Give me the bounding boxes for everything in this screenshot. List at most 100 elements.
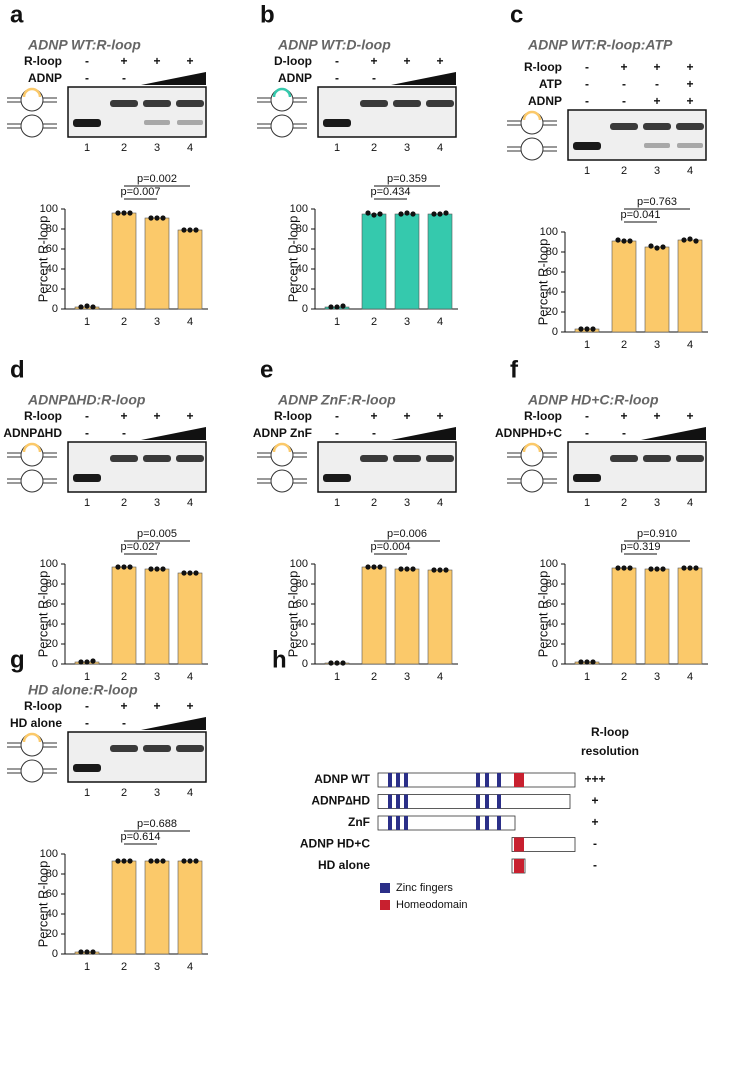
x-tick-label: 3 (154, 671, 160, 683)
condition-label: D-loop (274, 54, 312, 68)
lane-number: 2 (121, 787, 127, 799)
x-tick-label: 4 (437, 671, 443, 683)
x-tick-label: 1 (84, 961, 90, 973)
x-tick-label: 3 (404, 316, 410, 328)
bar (111, 566, 137, 665)
bar (644, 246, 670, 333)
lane-number: 1 (334, 497, 340, 509)
bar (394, 213, 420, 310)
construct-bar (511, 837, 576, 852)
data-point (590, 659, 596, 665)
y-tick-label: 0 (552, 326, 558, 338)
gel-band (360, 100, 388, 107)
lane-number: 1 (584, 165, 590, 177)
hybrid-strand (22, 442, 42, 453)
data-point (578, 659, 584, 665)
condition-sign: + (436, 409, 443, 423)
condition-sign: + (620, 60, 627, 74)
panel-title: ADNP WT:R-loop (27, 37, 141, 53)
lane-number: 2 (621, 165, 627, 177)
gel (67, 441, 207, 493)
panel-label: b (260, 1, 275, 28)
y-tick-label: 80 (46, 223, 58, 235)
lane-number: 4 (437, 497, 443, 509)
data-point (187, 227, 193, 233)
x-tick-label: 1 (334, 316, 340, 328)
gel-band (177, 120, 203, 125)
condition-sign: + (403, 54, 410, 68)
gel-band (610, 123, 638, 130)
data-point (404, 210, 410, 216)
data-point (687, 565, 693, 571)
bar (177, 860, 203, 955)
data-point (371, 564, 377, 570)
x-tick-label: 4 (687, 671, 693, 683)
bubble (270, 469, 294, 493)
condition-sign: + (370, 409, 377, 423)
condition-label: ADNP ZnF (253, 426, 312, 440)
p-value: p=0.319 (620, 541, 660, 553)
lane-number: 3 (654, 165, 660, 177)
resolution: + (591, 815, 598, 829)
zinc-finger (388, 794, 392, 809)
bar (361, 566, 387, 665)
column-header: resolution (581, 744, 639, 758)
data-point (90, 949, 96, 955)
x-tick-label: 2 (371, 316, 377, 328)
homeodomain (514, 773, 524, 787)
y-axis-label: Percent R-loop (35, 861, 50, 948)
condition-sign: + (403, 409, 410, 423)
condition-label: R-loop (274, 409, 312, 423)
panel-label: c (510, 1, 523, 28)
data-point (334, 304, 340, 310)
y-tick-label: 60 (296, 598, 308, 610)
bar (611, 567, 637, 665)
data-point (115, 858, 121, 864)
zinc-finger (388, 816, 392, 830)
construct-bar (377, 815, 516, 831)
condition-label: R-loop (524, 409, 562, 423)
gel-band (676, 123, 704, 130)
p-value: p=0.688 (137, 818, 177, 830)
gel-band (323, 119, 351, 127)
condition-sign: + (686, 77, 693, 91)
data-point (84, 659, 90, 665)
data-point (431, 567, 437, 573)
titration-ramp (391, 72, 456, 85)
x-tick-label: 4 (687, 339, 693, 351)
data-point (121, 858, 127, 864)
condition-label: R-loop (524, 60, 562, 74)
hybrid-strand (522, 442, 542, 453)
homeodomain (514, 859, 524, 873)
bubble (20, 759, 44, 783)
y-tick-label: 100 (540, 226, 558, 238)
zinc-finger (396, 794, 400, 809)
data-point (154, 858, 160, 864)
gel (67, 86, 207, 138)
p-value: p=0.006 (387, 528, 427, 540)
bar (111, 212, 137, 310)
y-tick-label: 60 (46, 888, 58, 900)
gel-band (360, 455, 388, 462)
data-point (615, 237, 621, 243)
condition-sign: - (585, 94, 589, 108)
data-point (365, 564, 371, 570)
data-point (578, 326, 584, 332)
condition-sign: - (85, 71, 89, 85)
condition-label: ADNP (528, 94, 562, 108)
data-point (437, 567, 443, 573)
panel-title: HD alone:R-loop (28, 682, 138, 698)
lane-number: 3 (154, 787, 160, 799)
data-point (115, 564, 121, 570)
condition-sign: - (122, 716, 126, 730)
column-header: R-loop (591, 725, 629, 739)
condition-label: ADNP (28, 71, 62, 85)
lane-number: 1 (84, 497, 90, 509)
y-tick-label: 80 (546, 246, 558, 258)
homeodomain (514, 837, 524, 852)
zinc-finger (485, 816, 489, 830)
condition-label: R-loop (24, 54, 62, 68)
zinc-finger (396, 816, 400, 830)
p-value: p=0.763 (637, 196, 677, 208)
